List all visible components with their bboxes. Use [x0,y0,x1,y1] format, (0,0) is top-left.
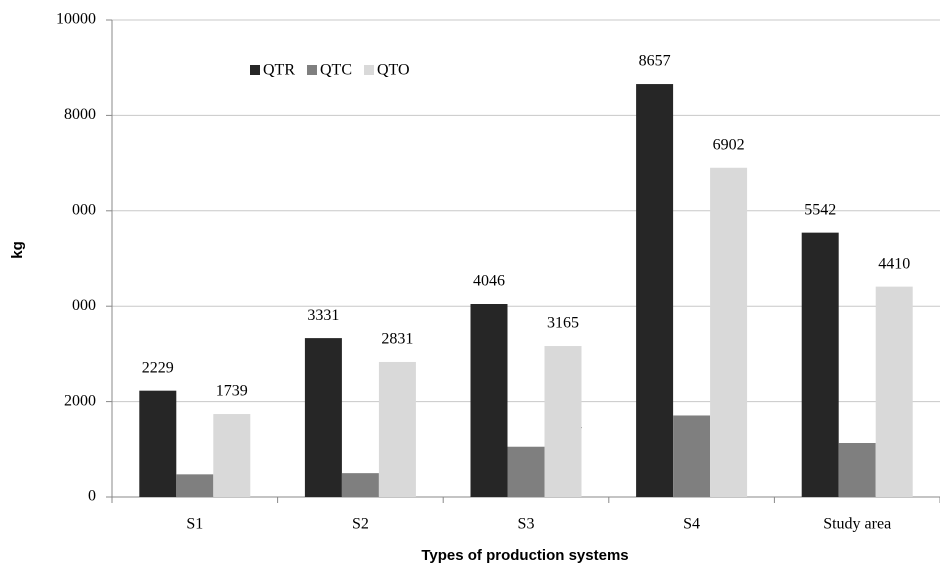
legend-swatch [364,65,374,75]
data-label: 1739 [216,383,248,400]
legend-label: QTC [320,62,352,79]
y-axis-title: kg [9,241,26,259]
y-tick-label: 8000 [64,106,96,123]
bar [838,443,876,497]
x-tick-label: S1 [186,516,203,533]
bar [139,390,177,497]
bar [304,338,342,497]
data-label: 6902 [713,136,745,153]
bar [673,415,711,497]
x-tick-label: S4 [683,516,700,533]
bar [875,286,913,497]
data-label: 2831 [381,331,413,348]
x-tick-label: Study area [823,516,891,533]
data-label: 4046 [473,273,505,290]
data-label: 3331 [307,307,339,324]
y-tick-label: 000 [72,201,96,218]
bar [801,232,839,497]
x-axis-title: Types of production systems [421,547,628,564]
data-label: 4410 [878,255,910,272]
x-tick-label: S2 [352,516,369,533]
legend-swatch [250,65,260,75]
bar [378,361,416,497]
data-label: 8657 [639,53,671,70]
legend-label: QTO [377,62,410,79]
bar [636,84,674,497]
x-tick-label: S3 [518,516,535,533]
y-tick-label: 10000 [56,11,96,28]
legend-label: QTR [263,62,295,79]
bar [710,167,748,497]
data-label: 3165 [547,315,579,332]
y-tick-label: 2000 [64,392,96,409]
data-label: 2229 [142,359,174,376]
data-label: 5542 [804,201,836,218]
y-tick-label: 000 [72,297,96,314]
y-tick-label: 0 [88,488,96,505]
bar [176,474,214,497]
bar [470,304,508,497]
bar [544,346,582,497]
bar [341,473,379,497]
bar [213,414,251,497]
bar [507,446,545,497]
legend-swatch [307,65,317,75]
